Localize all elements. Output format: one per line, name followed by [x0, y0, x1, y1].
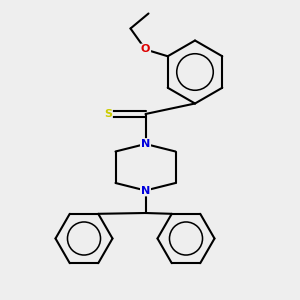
Text: N: N [141, 139, 150, 149]
Text: O: O [141, 44, 150, 55]
Text: N: N [141, 185, 150, 196]
Text: S: S [104, 109, 112, 119]
